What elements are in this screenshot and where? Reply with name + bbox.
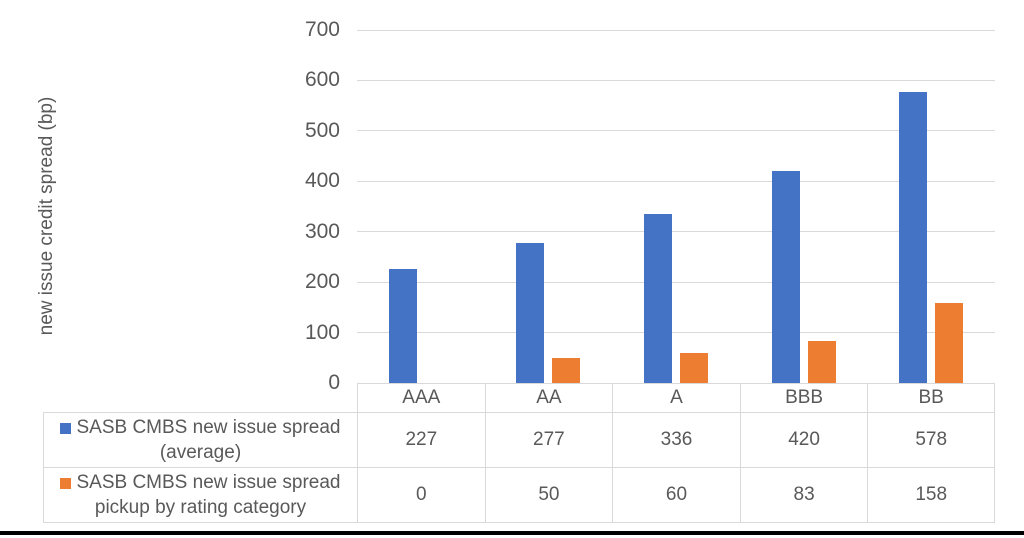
bar-bb-series1: [899, 91, 928, 383]
gridline-700: [357, 29, 995, 31]
gridline-300: [357, 231, 995, 233]
category-header-aaa: AAA: [357, 383, 485, 412]
value-cell-aaa-series1: 227: [357, 412, 485, 467]
value-cell-bb-series2: 158: [867, 467, 995, 523]
value-cell-bb-series1: 578: [867, 412, 995, 467]
legend-marker-series2: [60, 478, 72, 489]
y-tick-label-0: 0: [328, 371, 340, 394]
bar-aaa-series1: [388, 268, 417, 383]
gridline-100: [357, 332, 995, 334]
value-cell-a-series2: 60: [612, 467, 740, 523]
legend-marker-series1: [60, 423, 72, 434]
y-tick-label-400: 400: [304, 169, 340, 193]
value-cell-bbb-series2: 83: [739, 467, 868, 523]
legend-cell-series2: SASB CMBS new issue spread pickup by rat…: [43, 467, 357, 523]
y-tick-label-200: 200: [304, 270, 340, 294]
category-header-a: A: [612, 383, 740, 412]
value-cell-aa-series1: 277: [484, 412, 613, 467]
bar-aa-series1: [516, 243, 545, 383]
bar-bb-series2: [935, 303, 964, 383]
legend-label-series1: SASB CMBS new issue spread (average): [76, 417, 341, 463]
y-tick-label-700: 700: [304, 18, 340, 41]
bar-bbb-series2: [807, 341, 836, 383]
gridline-500: [357, 130, 995, 132]
value-cell-aa-series2: 50: [484, 467, 613, 523]
bar-bbb-series1: [771, 171, 800, 383]
category-header-bbb: BBB: [739, 383, 868, 412]
legend-cell-series1: SASB CMBS new issue spread (average): [43, 412, 357, 467]
bar-a-series1: [644, 213, 672, 383]
value-cell-aaa-series2: 0: [357, 467, 485, 523]
legend-label-series2: SASB CMBS new issue spread pickup by rat…: [76, 472, 341, 518]
y-tick-label-500: 500: [304, 118, 340, 142]
category-header-bb: BB: [867, 383, 995, 412]
gridline-600: [357, 79, 995, 81]
gridline-200: [357, 281, 995, 283]
bar-aa-series2: [552, 357, 581, 383]
category-header-aa: AA: [484, 383, 613, 412]
y-tick-label-100: 100: [304, 320, 340, 344]
data-table: AAA AA A BBB BB SASB CMBS new issue spread (a…: [43, 383, 995, 523]
plot-area: [357, 29, 995, 383]
gridline-400: [357, 180, 995, 182]
bar-a-series2: [680, 352, 708, 383]
y-axis-title: new issue credit spread (bp): [36, 96, 57, 336]
bottom-rule: [0, 531, 1024, 535]
value-cell-bbb-series1: 420: [739, 412, 868, 467]
y-tick-label-300: 300: [304, 219, 340, 243]
value-cell-a-series1: 336: [612, 412, 740, 467]
y-tick-label-600: 600: [304, 68, 340, 92]
